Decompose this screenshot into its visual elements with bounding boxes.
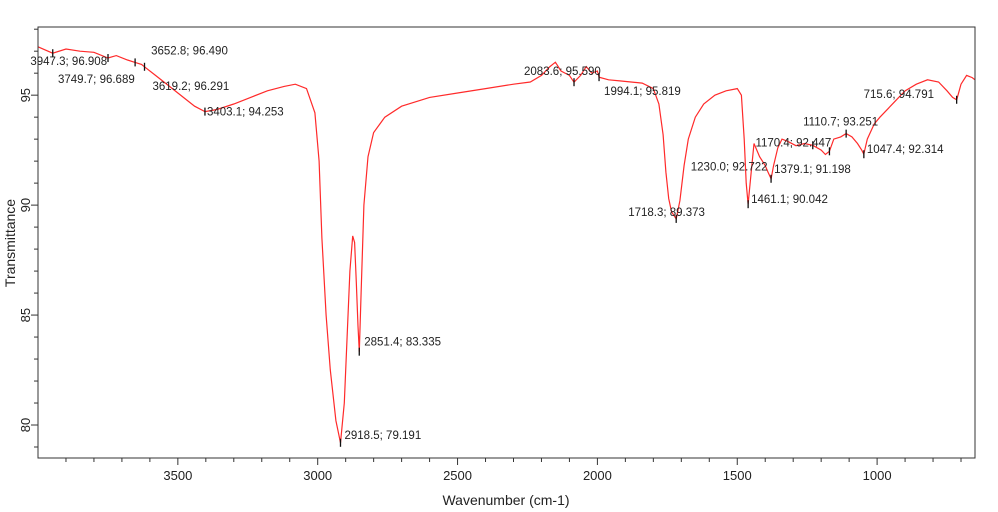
y-axis-title: Transmittance — [2, 199, 18, 287]
axis-ticks: 3500 3000 2500 2000 1500 1000 80 85 90 95 — [18, 28, 962, 483]
peak-label: 3749.7; 96.689 — [58, 74, 135, 86]
peak-label: 1379.1; 91.198 — [774, 164, 851, 176]
peak-label: 3619.2; 96.291 — [153, 81, 230, 93]
y-tick-label: 95 — [18, 88, 33, 102]
peak-label: 715.6; 94.791 — [864, 89, 934, 101]
peak-label: 1110.7; 93.251 — [803, 117, 878, 129]
peak-label: 1718.3; 89.373 — [628, 207, 705, 219]
peak-label: 2083.6; 95.590 — [524, 66, 601, 78]
peak-label: 2851.4; 83.335 — [364, 337, 441, 349]
spectrum-line — [37, 46, 976, 443]
peak-label: 1170.4; 92.447 — [755, 137, 831, 149]
x-tick-label: 3500 — [163, 468, 192, 483]
peak-label: 3947.3; 96.908 — [30, 56, 107, 68]
y-tick-label: 90 — [18, 198, 33, 212]
peak-label: 3403.1; 94.253 — [207, 107, 284, 119]
x-tick-label: 3000 — [303, 468, 332, 483]
peak-annotations: 3947.3; 96.908 3652.8; 96.490 3749.7; 96.6… — [30, 45, 958, 447]
x-tick-label: 2000 — [583, 468, 612, 483]
x-tick-label: 1500 — [723, 468, 752, 483]
peak-label: 1047.4; 92.314 — [867, 144, 944, 156]
plot-frame — [37, 26, 976, 459]
peak-label: 2918.5; 79.191 — [344, 430, 421, 442]
y-tick-label: 85 — [18, 308, 33, 322]
y-tick-label: 80 — [18, 418, 33, 432]
peak-label: 1994.1; 95.819 — [604, 86, 681, 98]
peak-label: 1230.0; 92.722 — [691, 161, 768, 173]
peak-label: 1461.1; 90.042 — [751, 194, 828, 206]
peak-label: 3652.8; 96.490 — [151, 45, 228, 57]
x-tick-label: 1000 — [863, 468, 892, 483]
x-axis-title: Wavenumber (cm-1) — [442, 492, 569, 508]
x-tick-label: 2500 — [443, 468, 472, 483]
